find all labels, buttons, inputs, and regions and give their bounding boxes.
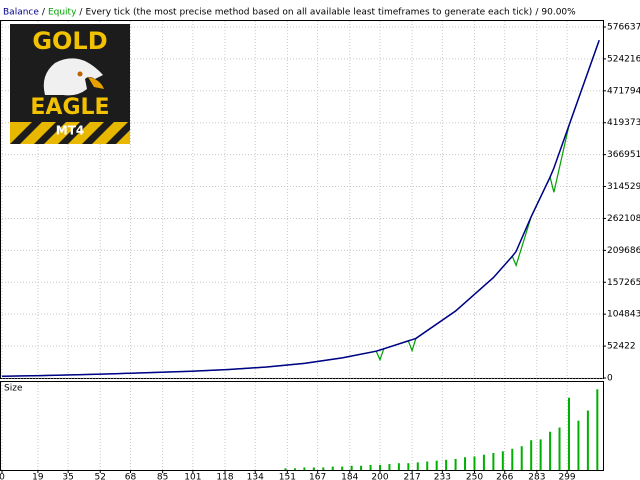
size-bar [322,467,325,470]
size-bar [426,461,429,470]
x-tick-label: 299 [558,473,575,480]
x-tick-label: 68 [125,473,137,480]
separator: / [79,8,83,18]
logo-mt4: MT4 [56,124,84,138]
size-bar [397,463,400,470]
size-bar [388,464,391,470]
y-tick-label: 366951 [607,150,640,160]
x-tick-label: 19 [32,473,44,480]
hazard-stripes [10,122,130,144]
y-tick-label: 419373 [607,118,640,128]
size-bar [539,439,542,470]
y-tick-label: 262108 [607,214,640,224]
size-bar [558,427,561,470]
y-tick-label: 0 [607,374,613,384]
x-tick-label: 118 [216,473,233,480]
separator: / [535,8,539,18]
size-bar [378,464,381,470]
size-bar [331,466,334,470]
y-tick-label: 524216 [607,54,640,64]
legend-equity: Equity [48,8,77,18]
size-bar [473,456,476,470]
size-bar [360,465,363,470]
eagle-beak [88,77,104,89]
x-tick-label: 233 [434,473,451,480]
size-bar [567,397,570,470]
x-tick-label: 85 [157,473,168,480]
y-tick-label: 104843 [607,310,640,320]
size-bar [520,446,523,470]
size-bar [350,465,353,470]
size-bar [482,454,485,470]
x-tick-label: 0 [0,473,5,480]
size-bar [586,410,589,470]
header: Balance / Equity / Every tick (the most … [3,8,576,18]
x-tick-label: 134 [247,473,264,480]
separator: / [42,8,46,18]
size-bar [577,420,580,470]
size-bar [454,458,457,470]
y-tick-label: 314529 [607,182,640,192]
size-bar [445,459,448,470]
y-tick-label: 576637 [607,22,640,32]
x-tick-label: 266 [496,473,513,480]
size-frame [0,381,604,471]
modelling-quality: 90.00% [541,8,576,18]
series-0-line [1,39,600,377]
size-bar [284,468,287,470]
logo: GOLD EAGLE MT4 [10,24,130,144]
size-bar [312,467,315,470]
test-mode: Every tick (the most precise method base… [85,8,532,18]
x-tick-label: 184 [341,473,358,480]
size-bar [492,453,495,470]
x-tick-label: 52 [95,473,106,480]
size-bar [511,448,514,470]
size-bar [435,460,438,470]
eagle-eye [77,71,83,77]
x-tick-label: 200 [371,473,388,480]
logo-eagle: EAGLE [30,95,109,120]
size-bar [407,463,410,470]
x-tick-label: 35 [62,473,73,480]
size-bar [549,431,552,470]
x-tick-label: 167 [309,473,326,480]
x-tick-label: 283 [528,473,545,480]
legend-balance: Balance [3,8,39,18]
size-bar [341,466,344,470]
x-tick-label: 101 [184,473,201,480]
size-bar [530,440,533,470]
size-bar [464,457,467,470]
size-bar [596,389,599,470]
x-tick-label: 250 [466,473,483,480]
y-tick-label: 471794 [607,86,640,96]
size-bar [369,464,372,470]
size-title: Size [4,384,23,394]
size-bar [303,467,306,470]
size-bar [293,468,296,470]
x-tick-label: 151 [279,473,296,480]
y-tick-label: 209686 [607,246,640,256]
eagle-head [43,58,103,96]
y-tick-label: 157265 [607,278,640,288]
size-bar [416,462,419,470]
x-tick-label: 217 [404,473,421,480]
y-tick-label: 52422 [607,342,636,352]
size-bar [501,451,504,470]
logo-gold: GOLD [32,27,107,55]
